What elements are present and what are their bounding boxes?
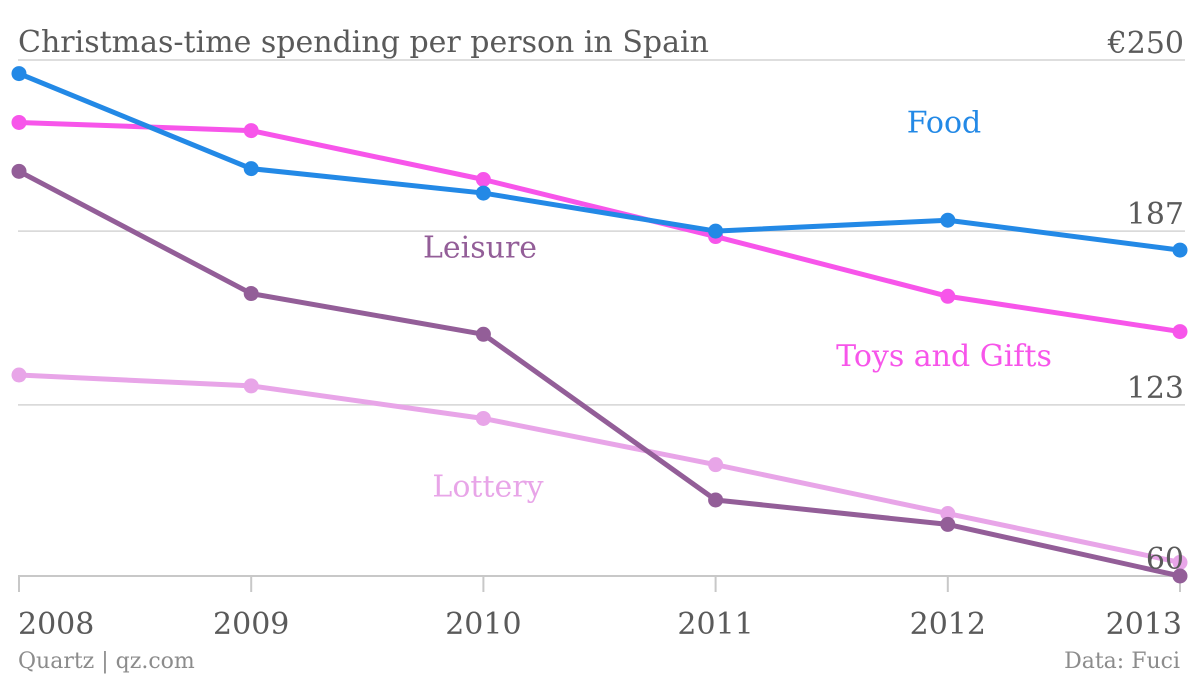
y-tick-labels: €250 187 123 60 bbox=[1107, 26, 1184, 577]
source-credit: Quartz | qz.com bbox=[18, 649, 195, 674]
series-label-leisure: Leisure bbox=[423, 230, 537, 265]
x-tick-label: 2010 bbox=[445, 607, 521, 642]
data-point-lottery bbox=[940, 506, 956, 522]
data-point-toys-and-gifts bbox=[475, 171, 491, 187]
series-label-toys-and-gifts: Toys and Gifts bbox=[836, 339, 1052, 374]
data-point-food bbox=[708, 223, 724, 239]
data-point-food bbox=[11, 66, 27, 82]
series-line-leisure bbox=[16, 168, 1183, 579]
data-point-toys-and-gifts bbox=[243, 123, 259, 139]
series-lines bbox=[11, 66, 1188, 584]
data-point-toys-and-gifts bbox=[940, 288, 956, 304]
data-point-food bbox=[940, 212, 956, 228]
y-tick-label: 187 bbox=[1127, 197, 1184, 232]
data-point-lottery bbox=[243, 378, 259, 394]
series-leisure bbox=[11, 163, 1188, 584]
x-tick-label: 2012 bbox=[910, 607, 986, 642]
series-label-food: Food bbox=[907, 105, 982, 140]
data-point-toys-and-gifts bbox=[1172, 324, 1188, 340]
series-line-lottery bbox=[16, 372, 1183, 565]
x-tick-label: 2013 bbox=[1106, 607, 1182, 642]
data-point-leisure bbox=[940, 516, 956, 532]
gridlines bbox=[18, 59, 1185, 577]
series-food bbox=[11, 66, 1188, 258]
y-tick-label: 123 bbox=[1127, 371, 1184, 406]
data-point-toys-and-gifts bbox=[11, 114, 27, 130]
data-point-leisure bbox=[11, 163, 27, 179]
x-tick-label: 2008 bbox=[18, 607, 94, 642]
series-labels: Food Toys and Gifts Leisure Lottery bbox=[423, 105, 1052, 504]
data-point-food bbox=[475, 185, 491, 201]
data-point-leisure bbox=[475, 326, 491, 342]
data-point-lottery bbox=[1172, 554, 1188, 570]
series-label-lottery: Lottery bbox=[432, 469, 543, 504]
x-tick-label: 2011 bbox=[677, 607, 753, 642]
data-point-food bbox=[243, 161, 259, 177]
series-lottery bbox=[11, 367, 1188, 570]
data-source: Data: Fuci bbox=[1064, 649, 1180, 674]
chart-title: Christmas-time spending per person in Sp… bbox=[18, 25, 709, 60]
data-point-food bbox=[1172, 242, 1188, 258]
data-point-leisure bbox=[1172, 568, 1188, 584]
x-axis: 2008 2009 2010 2011 2012 2013 bbox=[18, 576, 1182, 642]
x-tick-label: 2009 bbox=[213, 607, 289, 642]
series-line-food bbox=[16, 71, 1183, 253]
data-point-leisure bbox=[243, 286, 259, 302]
data-point-lottery bbox=[708, 457, 724, 473]
series-line-toys-and-gifts bbox=[16, 119, 1183, 335]
y-tick-label: €250 bbox=[1107, 26, 1184, 61]
data-point-lottery bbox=[11, 367, 27, 383]
data-point-leisure bbox=[708, 492, 724, 508]
y-tick-label: 60 bbox=[1146, 542, 1184, 577]
data-point-lottery bbox=[475, 410, 491, 426]
